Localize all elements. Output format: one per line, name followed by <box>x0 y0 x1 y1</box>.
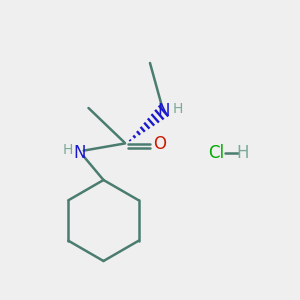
Text: H: H <box>173 102 183 116</box>
Text: N: N <box>157 102 170 120</box>
Text: O: O <box>153 135 166 153</box>
Text: Cl: Cl <box>208 144 224 162</box>
Text: N: N <box>73 144 86 162</box>
Text: H: H <box>237 144 249 162</box>
Text: H: H <box>63 143 73 157</box>
